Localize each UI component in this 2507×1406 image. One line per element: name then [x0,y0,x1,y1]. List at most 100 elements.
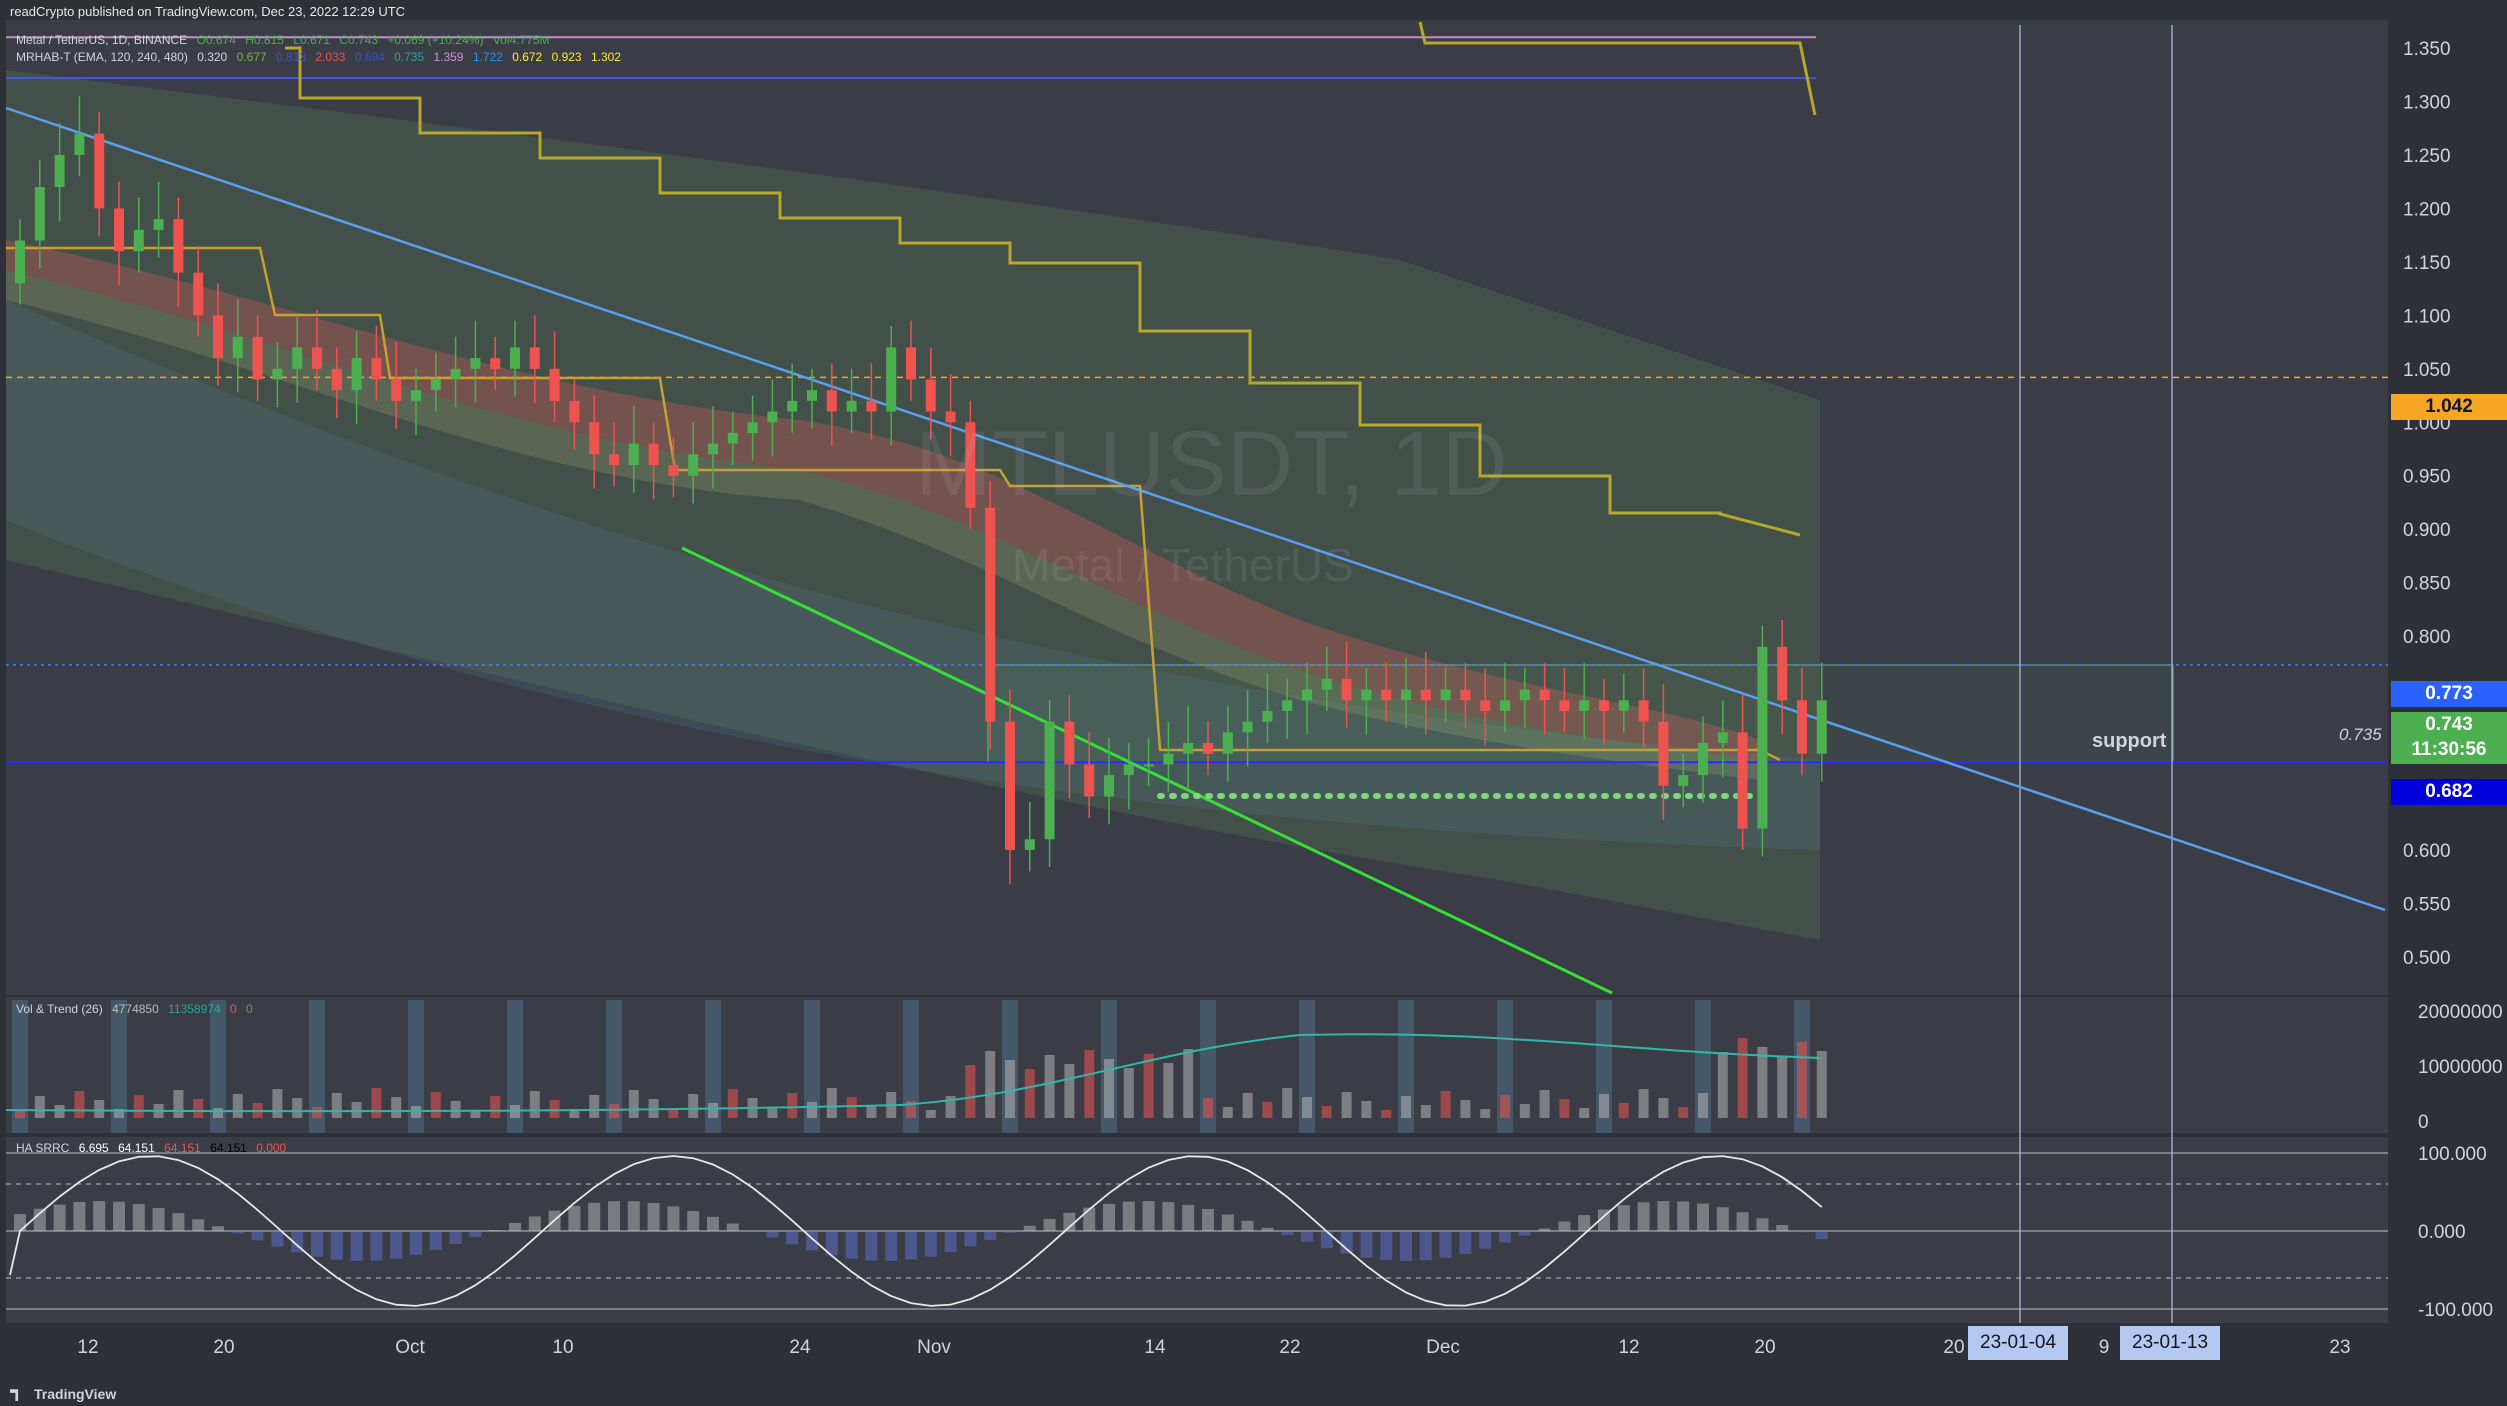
time-axis-label: 23 [2329,1337,2350,1358]
volume-trend-band [12,1000,28,1133]
volume-bar [609,1104,619,1118]
srrc-histogram-bar [1360,1231,1373,1258]
time-axis-label: Dec [1426,1337,1460,1358]
volume-axis-tick: 0 [2418,1112,2429,1133]
volume-bar [510,1105,520,1118]
srrc-label: HA SRRC [16,1141,70,1155]
volume-bar [1341,1092,1352,1118]
ohlc-low: L0.671 [293,33,330,47]
candle-body [648,443,659,466]
volume-bar [15,1110,25,1118]
srrc-histogram-bar [1736,1212,1749,1231]
candle-body [510,347,520,369]
mrhab-val-0: 0.320 [197,50,228,64]
srrc-histogram-bar [212,1226,224,1231]
volume-bar [1678,1107,1689,1118]
srrc-histogram-bar [251,1231,264,1241]
candle-body [331,368,342,391]
srrc-histogram-bar [1558,1221,1571,1231]
mrhab-val-6: 1.359 [433,50,464,64]
candle-body [1420,689,1431,701]
time-axis-label: 12 [77,1337,98,1358]
volume-bar [1480,1109,1491,1118]
volume-trend-band [507,1000,523,1133]
candle-body [589,422,600,455]
candle-body [1579,700,1590,711]
candle-body [1638,700,1649,722]
candle-body [54,154,65,188]
volume-bar [133,1095,144,1118]
srrc-histogram-bar [410,1231,422,1255]
srrc-histogram-bar [172,1213,185,1231]
candle-body [1737,732,1748,829]
main-pane-bg [6,20,2388,995]
candle-body [1698,743,1708,776]
current-price: 0.743 [2425,714,2473,735]
price-axis-tick: 0.600 [2403,841,2451,862]
srrc-histogram-bar [1518,1231,1531,1236]
volume-legend: Vol & Trend (26) 4774850 11358974 0 0 [16,1002,259,1016]
date-tag-1[interactable]: 23-01-04 [1968,1326,2069,1360]
volume-bar [213,1108,223,1118]
volume-bar [1777,1056,1788,1118]
candle-body [1757,646,1768,829]
date-tag-2[interactable]: 23-01-13 [2120,1326,2221,1360]
mrhab-val-4: 0.694 [354,50,385,64]
supertrend-top [1418,21,1817,116]
countdown-timer: 11:30:56 [2411,739,2487,760]
olive-ribbon [6,270,1760,780]
srrc-axis-tick: 0.000 [2418,1222,2466,1243]
price-axis-tick: 1.150 [2403,253,2451,274]
candle-body [549,368,560,401]
srrc-histogram-bar [1439,1231,1452,1258]
candle-body [1242,721,1253,733]
srrc-histogram-bar [53,1204,66,1231]
srrc-histogram-bar [1776,1225,1789,1231]
srrc-histogram-bar [1617,1205,1630,1231]
srrc-val3: 64.151 [210,1141,247,1155]
candle-body [173,219,184,273]
volume-bar [1797,1042,1807,1118]
volume-bar [708,1103,718,1118]
srrc-histogram-bar [1202,1209,1214,1231]
volume-bar [1599,1094,1609,1118]
volume-bar [529,1091,540,1118]
srrc-histogram-bar [1459,1231,1472,1254]
candle-body [767,411,778,423]
watermark-description: Metal / TetherUS [1012,539,1354,591]
candle-body [114,208,124,252]
volume-bar [1163,1063,1174,1118]
candle-body [886,347,897,412]
srrc-histogram-bar [1657,1201,1670,1231]
volume-trend-band [705,1000,721,1133]
candle-body [925,379,936,412]
volume-bar [1104,1059,1114,1118]
candle-body [1203,743,1213,754]
srrc-histogram-bar [390,1231,403,1259]
srrc-histogram-bar [1083,1207,1096,1231]
mrhab-val-9: 0.923 [551,50,582,64]
srrc-histogram-bar [14,1214,26,1231]
candle-body [609,454,619,466]
candle-body [1361,689,1372,701]
srrc-histogram-bar [1479,1231,1492,1249]
srrc-histogram-bar [1796,1231,1808,1233]
candle-body [668,465,679,476]
candle-body [391,379,402,401]
candle-body [292,347,303,369]
symbol-name: Metal / TetherUS, 1D, BINANCE [16,33,188,47]
volume-bar [1519,1104,1530,1118]
price-axis-tick: 0.550 [2403,894,2451,915]
srrc-histogram-bar [469,1231,482,1238]
srrc-oscillator-line [9,1155,1823,1307]
volume-bar [826,1088,837,1118]
candle-body [965,422,976,508]
time-axis-label: 22 [1279,1337,1300,1358]
srrc-histogram-bar [905,1231,917,1260]
candle-body [826,390,837,412]
volume-trend-band [210,1000,226,1133]
srrc-histogram-bar [588,1202,601,1231]
candle-body [1559,700,1570,711]
candle-body [1104,775,1114,797]
